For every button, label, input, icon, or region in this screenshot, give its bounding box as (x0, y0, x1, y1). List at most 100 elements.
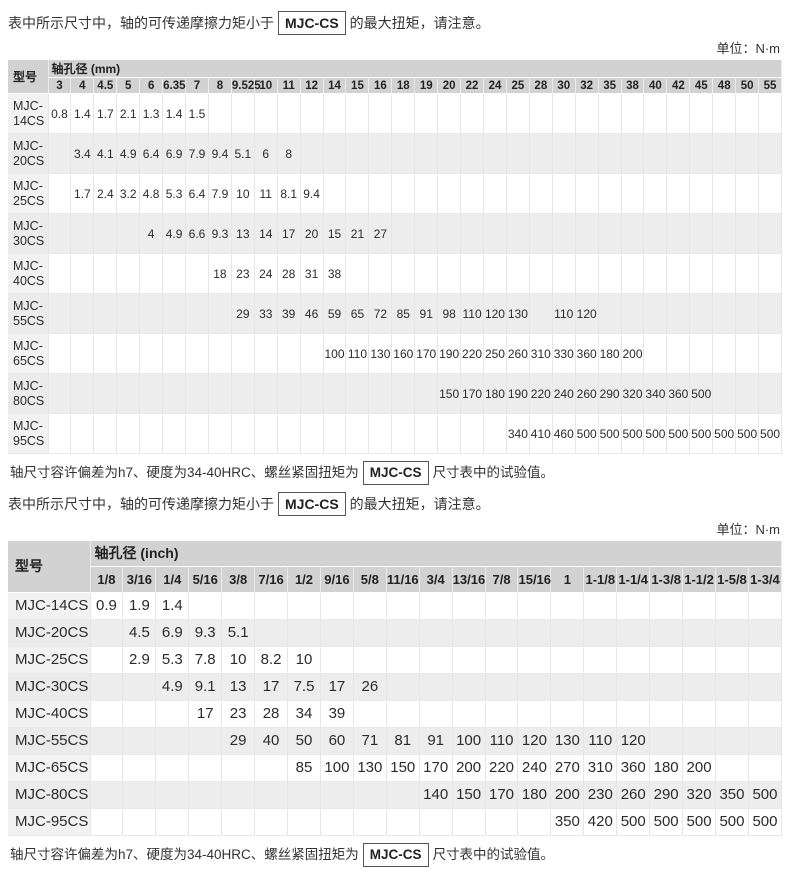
torque-value-cell (621, 93, 645, 134)
torque-value-cell: 21 (345, 213, 370, 254)
torque-value-cell: 59 (323, 293, 347, 334)
torque-value-cell (122, 727, 157, 755)
torque-value-cell: 3.4 (70, 133, 95, 174)
torque-value-cell (414, 253, 439, 294)
torque-value-cell: 340 (643, 373, 668, 414)
torque-value-cell (437, 213, 462, 254)
table-row: MJC- 30CS 4 4.9 6.6 9.3 13 14 17 20 15 21 27 (8, 213, 782, 254)
torque-value-cell (48, 133, 72, 174)
torque-value-cell (368, 413, 393, 454)
torque-value-cell (485, 592, 519, 620)
torque-value-cell: 5.3 (162, 173, 187, 214)
torque-value-cell (483, 253, 507, 294)
torque-value-cell (48, 413, 72, 454)
table-row: MJC-95CS 350 420 500 500 500 500 500 (8, 808, 783, 836)
torque-value-cell (391, 413, 416, 454)
torque-value-cell: 130 (368, 333, 393, 374)
torque-value-cell (300, 373, 324, 414)
table-row: MJC-40CS 17 23 28 34 39 (8, 700, 783, 728)
torque-value-cell: 29 (231, 293, 255, 334)
torque-value-cell: 500 (643, 413, 668, 454)
torque-value-cell (689, 173, 714, 214)
torque-value-cell (391, 213, 416, 254)
row-label-model: MJC-80CS (8, 373, 49, 414)
bore-size-column-header: 9.525 (231, 77, 261, 94)
bore-diameter-header: 轴孔径 (inch) (90, 541, 782, 567)
torque-value-cell: 1.4 (155, 592, 190, 620)
torque-value-cell: 500 (649, 808, 684, 836)
torque-value-cell (643, 333, 668, 374)
torque-value-cell: 110 (345, 333, 370, 374)
torque-value-cell (598, 173, 622, 214)
torque-value-cell: 500 (689, 413, 714, 454)
bore-size-column-header: 16 (368, 77, 393, 94)
torque-value-cell: 2.1 (116, 93, 141, 134)
torque-value-cell: 320 (621, 373, 645, 414)
torque-value-cell (320, 808, 354, 836)
torque-value-cell (345, 173, 370, 214)
torque-value-cell (616, 619, 651, 647)
torque-value-cell (139, 373, 164, 414)
torque-value-cell (419, 619, 453, 647)
torque-value-cell: 27 (368, 213, 393, 254)
torque-value-cell (162, 293, 187, 334)
torque-value-cell (689, 333, 714, 374)
torque-value-cell (452, 700, 486, 728)
row-label-model: MJC-20CS (8, 619, 91, 647)
bore-size-column-header: 13/16 (452, 566, 486, 593)
torque-value-cell (231, 333, 255, 374)
tolerance-note-pre: 轴尺寸容许偏差为h7、硬度为34-40HRC、螺丝紧固扭矩为 (10, 846, 359, 862)
torque-value-cell: 6.6 (185, 213, 209, 254)
table-row: MJC- 14CS 0.8 1.4 1.7 2.1 1.3 1.4 1.5 (8, 93, 782, 134)
torque-value-cell (583, 619, 618, 647)
torque-value-cell (353, 592, 387, 620)
row-label-model: MJC-40CS (8, 253, 49, 294)
model-column-header: 型号 (8, 60, 49, 94)
torque-value-cell: 7.9 (208, 173, 232, 214)
torque-value-cell: 1.7 (93, 93, 118, 134)
torque-value-cell (460, 413, 485, 454)
table-row: MJC-20CS 4.5 6.9 9.3 5.1 (8, 619, 783, 647)
bore-size-column-header: 15/16 (517, 566, 552, 593)
table-row: MJC-55CS 29 40 50 60 71 81 91 100 110 120 130 110 120 (8, 727, 783, 755)
torque-value-cell (208, 413, 232, 454)
torque-value-cell (735, 253, 760, 294)
torque-value-cell: 28 (254, 700, 289, 728)
bore-size-column-header: 1-1/4 (616, 566, 651, 593)
torque-value-cell: 250 (483, 333, 507, 374)
mjc-cs-box: MJC-CS (362, 842, 429, 867)
mjc-cs-box: MJC-CS (278, 11, 346, 35)
torque-value-cell (90, 808, 124, 836)
torque-value-cell: 110 (552, 293, 576, 334)
torque-value-cell (666, 253, 691, 294)
torque-value-cell (386, 673, 420, 701)
row-label-model: MJC-20CS (8, 133, 49, 174)
torque-value-cell (649, 673, 684, 701)
friction-note-pre: 表中所示尺寸中，轴的可传递摩擦力矩小于 (8, 15, 274, 31)
torque-value-cell: 130 (353, 754, 387, 782)
torque-value-cell: 60 (320, 727, 354, 755)
torque-value-cell (231, 93, 255, 134)
torque-value-cell (583, 592, 618, 620)
torque-value-cell (552, 93, 576, 134)
torque-value-cell (287, 781, 321, 809)
torque-value-cell: 170 (414, 333, 439, 374)
torque-value-cell (221, 754, 256, 782)
torque-value-cell: 6 (254, 133, 278, 174)
torque-value-cell (550, 673, 585, 701)
table-row: MJC- 40CS 18 23 24 28 31 38 (8, 253, 782, 294)
torque-value-cell (90, 781, 124, 809)
bore-size-column-header: 22 (460, 77, 485, 94)
torque-value-cell (116, 373, 141, 414)
torque-value-cell (122, 781, 157, 809)
torque-value-cell (386, 619, 420, 647)
torque-value-cell (598, 293, 622, 334)
torque-value-cell (715, 619, 749, 647)
torque-value-cell (748, 592, 783, 620)
torque-value-cell (300, 333, 324, 374)
torque-value-cell (485, 700, 519, 728)
torque-value-cell (643, 93, 668, 134)
torque-value-cell (188, 727, 223, 755)
torque-value-cell: 320 (682, 781, 717, 809)
torque-value-cell (93, 373, 118, 414)
